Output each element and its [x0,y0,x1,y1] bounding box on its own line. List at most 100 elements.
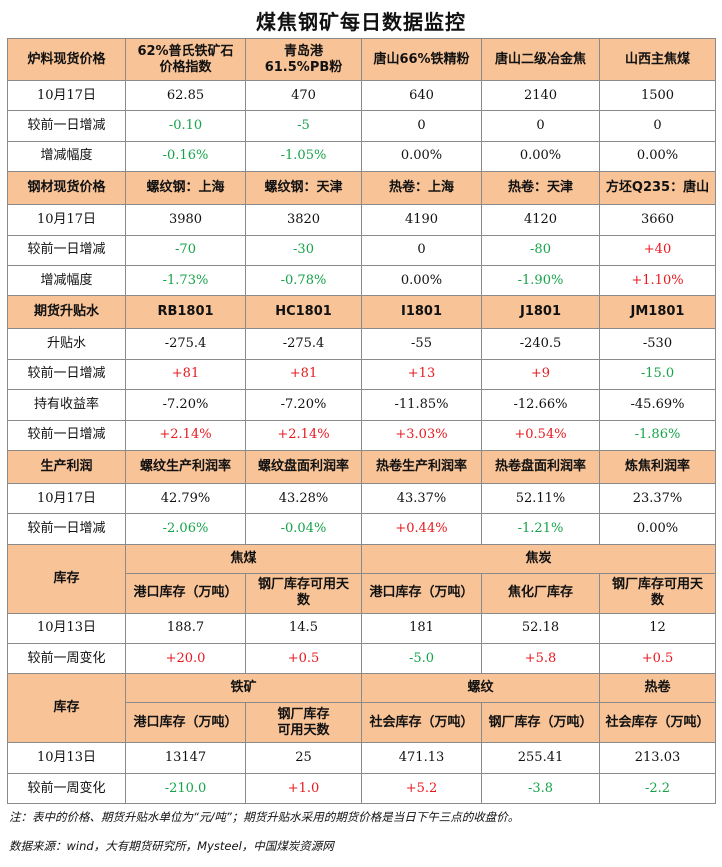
table-row: 升贴水 -275.4 -275.4 -55 -240.5 -530 [7,328,716,360]
column-header: 62%普氏铁矿石 价格指数 [125,38,246,81]
group-header: 热卷 [599,673,716,704]
column-header: HC1801 [245,295,362,330]
data-cell: -30 [245,234,362,266]
data-cell: 0 [599,110,716,142]
data-cell: +0.54% [481,419,600,451]
table-row: 10月13日 188.7 14.5 181 52.18 12 [7,612,716,645]
data-cell: 213.03 [599,742,716,774]
row-label: 持有收益率 [7,389,126,421]
data-cell: 0 [481,110,600,142]
table-row: 10月17日 42.79% 43.28% 43.37% 52.11% 23.37% [7,482,716,515]
s2-header-row: 钢材现货价格 螺纹钢：上海 螺纹钢：天津 热卷：上海 热卷：天津 方坯Q235：唐山 [7,171,716,206]
table-row: 较前一日增减 -2.06% -0.04% +0.44% -1.21% 0.00% [7,513,716,545]
data-cell: 0.00% [599,140,716,173]
data-cell: 2140 [481,79,600,112]
data-cell: +81 [125,358,246,391]
table-row: 10月13日 13147 25 471.13 255.41 213.03 [7,742,716,774]
section-title: 库存 [7,543,126,614]
column-header: 港口库存（万吨） [125,702,246,744]
table-row: 较前一周变化 -210.0 +1.0 +5.2 -3.8 -2.2 [7,772,716,805]
column-header: 钢厂库存可用天数 [599,572,716,614]
table-row: 较前一日增减 +2.14% +2.14% +3.03% +0.54% -1.86% [7,419,716,451]
data-cell: 0.00% [361,264,482,297]
data-cell: 52.11% [481,482,600,515]
data-cell: +20.0 [125,643,246,675]
column-header: 港口库存（万吨） [361,572,482,614]
row-label: 较前一周变化 [7,643,126,675]
column-header: 港口库存（万吨） [125,572,246,614]
section-title: 钢材现货价格 [7,171,126,206]
table-row: 较前一日增减 -0.10 -5 0 0 0 [7,110,716,142]
data-cell: +1.10% [599,264,716,297]
data-cell: 12 [599,612,716,645]
column-header: 焦化厂库存 [481,572,600,614]
column-header: 唐山66%铁精粉 [361,38,482,81]
s5-group-row: 库存 焦煤 焦炭 [7,543,716,614]
data-table: 炉料现货价格 62%普氏铁矿石 价格指数 青岛港 61.5%PB粉 唐山66%铁精粉 唐山二… [7,38,716,805]
data-cell: -1.90% [481,264,600,297]
data-cell: -0.16% [125,140,246,173]
data-cell: +2.14% [245,419,362,451]
s5-subheader-row: 港口库存（万吨） 钢厂库存可用天数港口库存（万吨） 焦化厂库存 钢厂库存可用天数 [8,572,716,614]
data-cell: +81 [245,358,362,391]
table-row: 较前一日增减 +81 +81 +13 +9 -15.0 [7,358,716,391]
data-cell: -210.0 [125,772,246,805]
column-header: 唐山二级冶金焦 [481,38,600,81]
data-cell: 0 [361,234,482,266]
data-cell: -1.73% [125,264,246,297]
data-cell: -15.0 [599,358,716,391]
data-cell: 255.41 [481,742,600,774]
table-row: 10月17日 3980 3820 4190 4120 3660 [7,204,716,236]
column-header: I1801 [361,295,482,330]
row-label: 较前一日增减 [7,110,126,142]
column-header: J1801 [481,295,600,330]
data-cell: +0.44% [361,513,482,545]
data-cell: -240.5 [481,328,600,360]
data-source: 数据来源：wind，大有期货研究所，Mysteel，中国煤炭资源网 [9,839,334,853]
row-label: 增减幅度 [7,264,126,297]
column-header: 热卷：天津 [481,171,600,206]
data-cell: -12.66% [481,389,600,421]
data-cell: +0.5 [599,643,716,675]
data-cell: 0 [361,110,482,142]
section-title: 期货升贴水 [7,295,126,330]
data-cell: -45.69% [599,389,716,421]
table-row: 较前一周变化 +20.0 +0.5 -5.0 +5.8 +0.5 [7,643,716,675]
data-cell: 471.13 [361,742,482,774]
column-header: 螺纹生产利润率 [125,449,246,484]
table-row: 持有收益率 -7.20% -7.20% -11.85% -12.66% -45.69% [7,389,716,421]
column-header: 螺纹钢：上海 [125,171,246,206]
data-cell: 3980 [125,204,246,236]
column-header: 螺纹盘面利润率 [245,449,362,484]
data-cell: 43.28% [245,482,362,515]
row-label: 10月17日 [7,482,126,515]
column-header: 青岛港 61.5%PB粉 [245,38,362,81]
data-cell: -5.0 [361,643,482,675]
column-header: 热卷生产利润率 [361,449,482,484]
section-title: 生产利润 [7,449,126,484]
data-cell: 4120 [481,204,600,236]
footnotes: 注：表中的价格、期货升贴水单位为“元/吨”；期货升贴水采用的期货价格是当日下午三… [9,809,715,867]
row-label: 较前一日增减 [7,419,126,451]
table-row: 较前一日增减 -70 -30 0 -80 +40 [7,234,716,266]
column-header: 山西主焦煤 [599,38,716,81]
row-label: 升贴水 [7,328,126,360]
data-cell: 181 [361,612,482,645]
data-cell: -7.20% [125,389,246,421]
data-cell: -275.4 [245,328,362,360]
group-header: 螺纹 [361,673,600,704]
data-cell: 42.79% [125,482,246,515]
data-cell: 0.00% [361,140,482,173]
data-cell: 0.00% [599,513,716,545]
column-header: 热卷：上海 [361,171,482,206]
group-header: 焦煤 [125,543,362,574]
data-cell: 4190 [361,204,482,236]
data-cell: 470 [245,79,362,112]
data-cell: 43.37% [361,482,482,515]
data-cell: +2.14% [125,419,246,451]
data-cell: 25 [245,742,362,774]
row-label: 增减幅度 [7,140,126,173]
data-cell: -1.86% [599,419,716,451]
data-cell: -0.78% [245,264,362,297]
data-cell: 14.5 [245,612,362,645]
